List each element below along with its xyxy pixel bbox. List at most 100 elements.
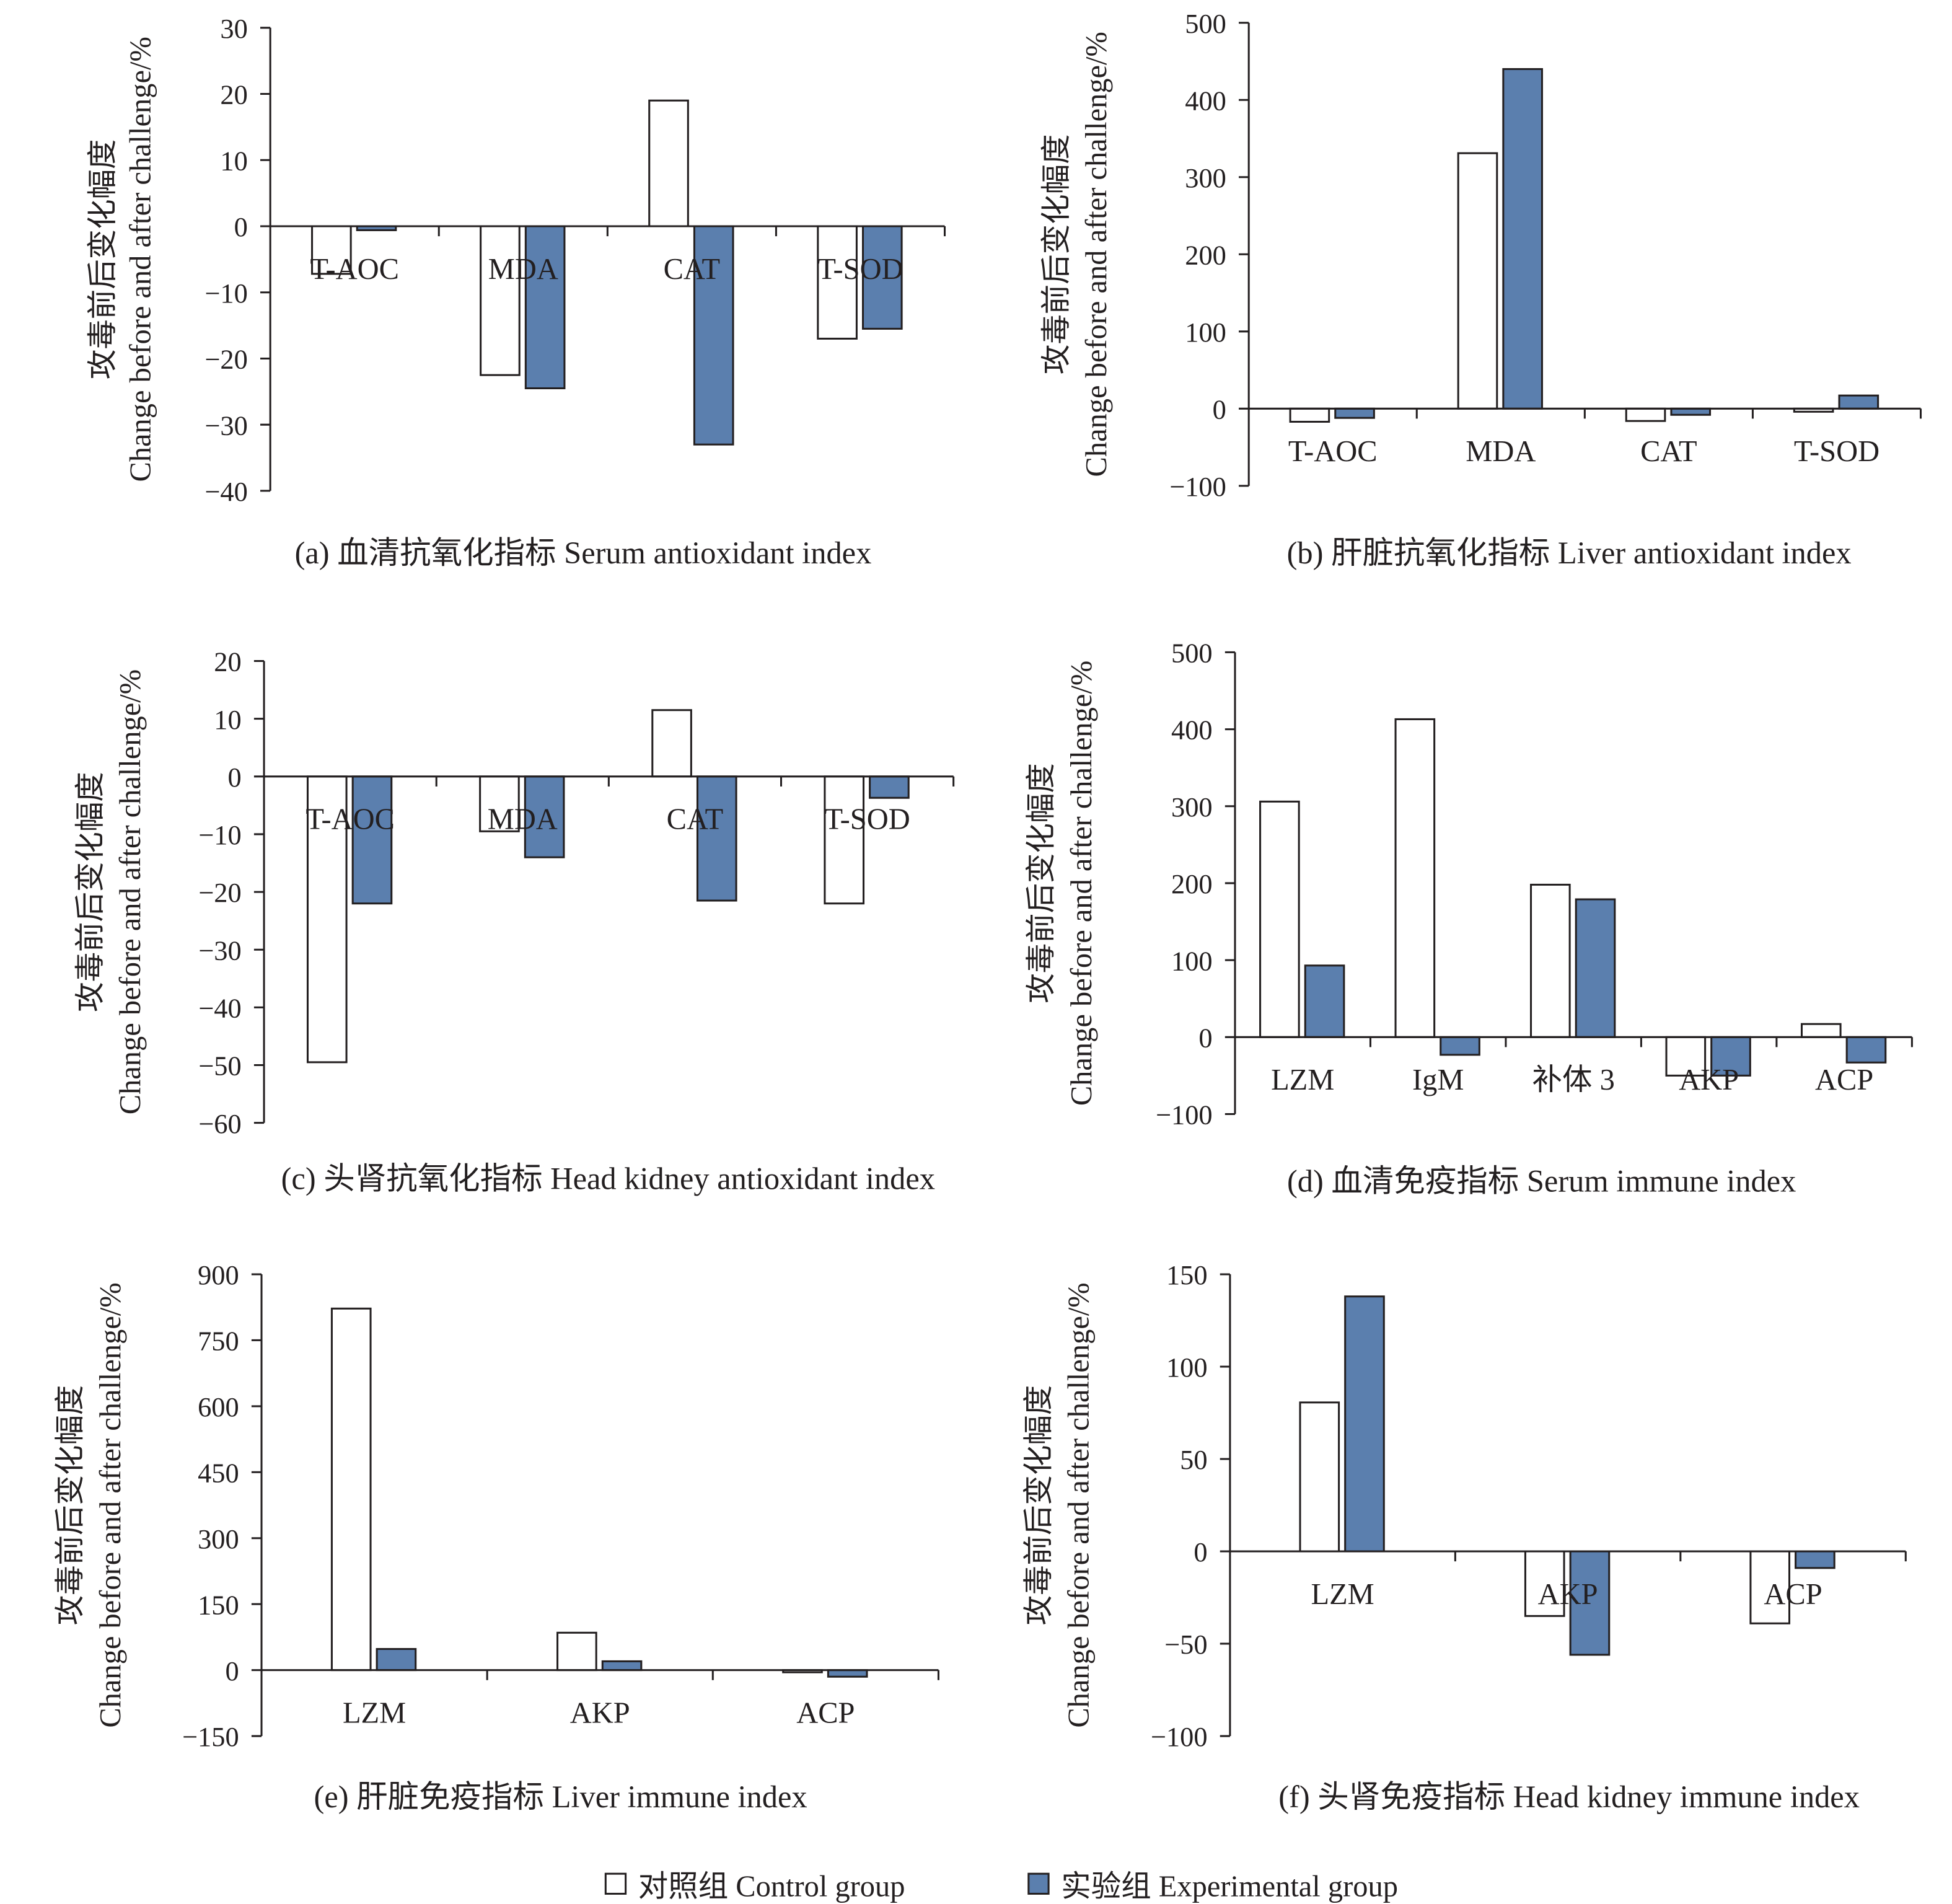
bar-experimental [1334,407,1375,419]
y-tick-label: −30 [204,410,247,441]
y-tick-label: −30 [198,935,241,966]
category-label: LZM [343,1696,406,1729]
bar-experimental [827,1669,868,1678]
panel-caption: (f) 头肾免疫指标 Head kidney immune index [1278,1779,1860,1814]
y-tick-label: 20 [220,79,247,110]
y-tick-label: 600 [198,1391,239,1422]
category-label: T-AOC [306,803,395,836]
bar-control [1530,883,1571,1038]
y-tick-label: 0 [1213,394,1226,425]
bar-experimental [1845,1036,1887,1064]
y-tick-label: 400 [1171,715,1213,746]
bar-experimental [1838,394,1879,410]
y-tick-label: 0 [234,211,248,242]
panel-f: 150 100 50 0 −50 −100 攻毒前后变化幅度 Change before an… [1022,1259,1907,1814]
panel-caption: (d) 血清免疫指标 Serum immune index [1287,1164,1796,1199]
y-axis-label: Change before and after challenge/% [1063,1282,1096,1727]
category-label: T-SOD [824,803,910,836]
bar-control [1289,407,1330,423]
y-tick-label: 200 [1185,239,1226,270]
panel-d: 500 400 300 200 100 0 −100 攻毒前后变化幅度 Change befor… [1025,638,1913,1199]
bar-experimental [1575,898,1616,1038]
bar-control [556,1631,597,1672]
y-axis-label: 攻毒前后变化幅度 [1022,1385,1055,1626]
y-tick-label: 50 [1180,1444,1207,1475]
category-label: MDA [488,253,558,286]
y-axis-label: Change before and after challenge/% [1080,32,1113,477]
bar-control [330,1307,372,1672]
category-label: ACP [1764,1578,1822,1611]
y-tick-label: −40 [198,993,241,1024]
category-label: LZM [1311,1578,1374,1611]
category-label: LZM [1271,1064,1334,1096]
y-tick-label: −100 [1156,1100,1213,1130]
y-tick-label: 300 [198,1523,239,1554]
y-tick-label: −60 [198,1108,241,1139]
legend-swatch-control [604,1872,627,1895]
y-tick-label: 100 [1171,945,1213,976]
y-axis-label: 攻毒前后变化幅度 [1025,763,1058,1003]
category-label: T-SOD [1794,435,1879,468]
bar-control [1524,1550,1565,1617]
bar-experimental [861,225,903,330]
y-tick-label: −20 [204,344,247,375]
y-tick-label: 900 [198,1259,239,1290]
y-tick-label: −100 [1169,471,1226,502]
y-tick-label: 100 [1166,1352,1208,1383]
y-tick-label: 0 [1194,1536,1207,1567]
bar-experimental [376,1648,417,1672]
bar-experimental [524,225,566,389]
bar-control [1665,1036,1707,1077]
bar-experimental [1440,1036,1480,1056]
panel-caption: (b) 肝脏抗氧化指标 Liver antioxidant index [1287,536,1852,570]
legend-swatch-experimental [1027,1872,1050,1895]
y-tick-label: 400 [1185,85,1226,116]
panel-caption: (c) 头肾抗氧化指标 Head kidney antioxidant inde… [281,1161,935,1196]
bar-control [1259,800,1300,1038]
y-axis-label: 攻毒前后变化幅度 [1040,134,1073,374]
y-axis-label: Change before and after challenge/% [94,1282,127,1727]
category-label: AKP [1538,1578,1598,1611]
category-label: MDA [488,803,558,836]
y-tick-label: −150 [182,1721,239,1752]
bar-experimental [693,225,734,446]
bar-control [651,709,692,778]
y-tick-label: 300 [1185,162,1226,193]
bar-control [1800,1023,1842,1038]
category-label: AKP [1679,1064,1739,1096]
bar-experimental [1344,1295,1385,1553]
y-tick-label: 10 [214,704,241,735]
bar-control [1394,718,1436,1038]
bar-control [479,775,520,832]
y-axis-label: 攻毒前后变化幅度 [87,139,120,380]
category-label: MDA [1466,435,1536,468]
bar-experimental [524,775,565,858]
category-label: T-AOC [310,253,399,286]
panel-b: 500 400 300 200 100 0 −100 攻毒前后变化幅度 Change befor… [1040,8,1922,570]
y-tick-label: 150 [198,1589,239,1620]
bar-experimental [601,1660,643,1672]
panel-caption: (a) 血清抗氧化指标 Serum antioxidant index [295,536,872,570]
y-tick-label: −100 [1151,1721,1208,1752]
y-tick-label: 150 [1166,1259,1208,1290]
y-tick-label: −50 [1164,1629,1207,1660]
bar-experimental [1795,1550,1835,1569]
y-tick-label: 200 [1171,868,1213,899]
legend: 对照组 Control group 实验组 Experimental group [604,1871,1398,1903]
y-axis-label: Change before and after challenge/% [114,669,147,1114]
bar-control [824,775,865,905]
y-tick-label: −50 [198,1051,241,1082]
y-axis-label: Change before and after challenge/% [124,37,157,482]
category-label: CAT [667,803,724,836]
bar-experimental [1304,964,1345,1038]
category-label: ACP [1815,1064,1873,1096]
bar-experimental [1569,1550,1611,1656]
bar-experimental [1502,68,1543,410]
y-tick-label: 0 [1198,1022,1212,1053]
y-tick-label: −10 [204,278,247,309]
y-tick-label: −20 [198,877,241,908]
category-label: T-AOC [1288,435,1378,468]
bar-control [1457,152,1498,410]
y-tick-label: 500 [1185,8,1226,39]
